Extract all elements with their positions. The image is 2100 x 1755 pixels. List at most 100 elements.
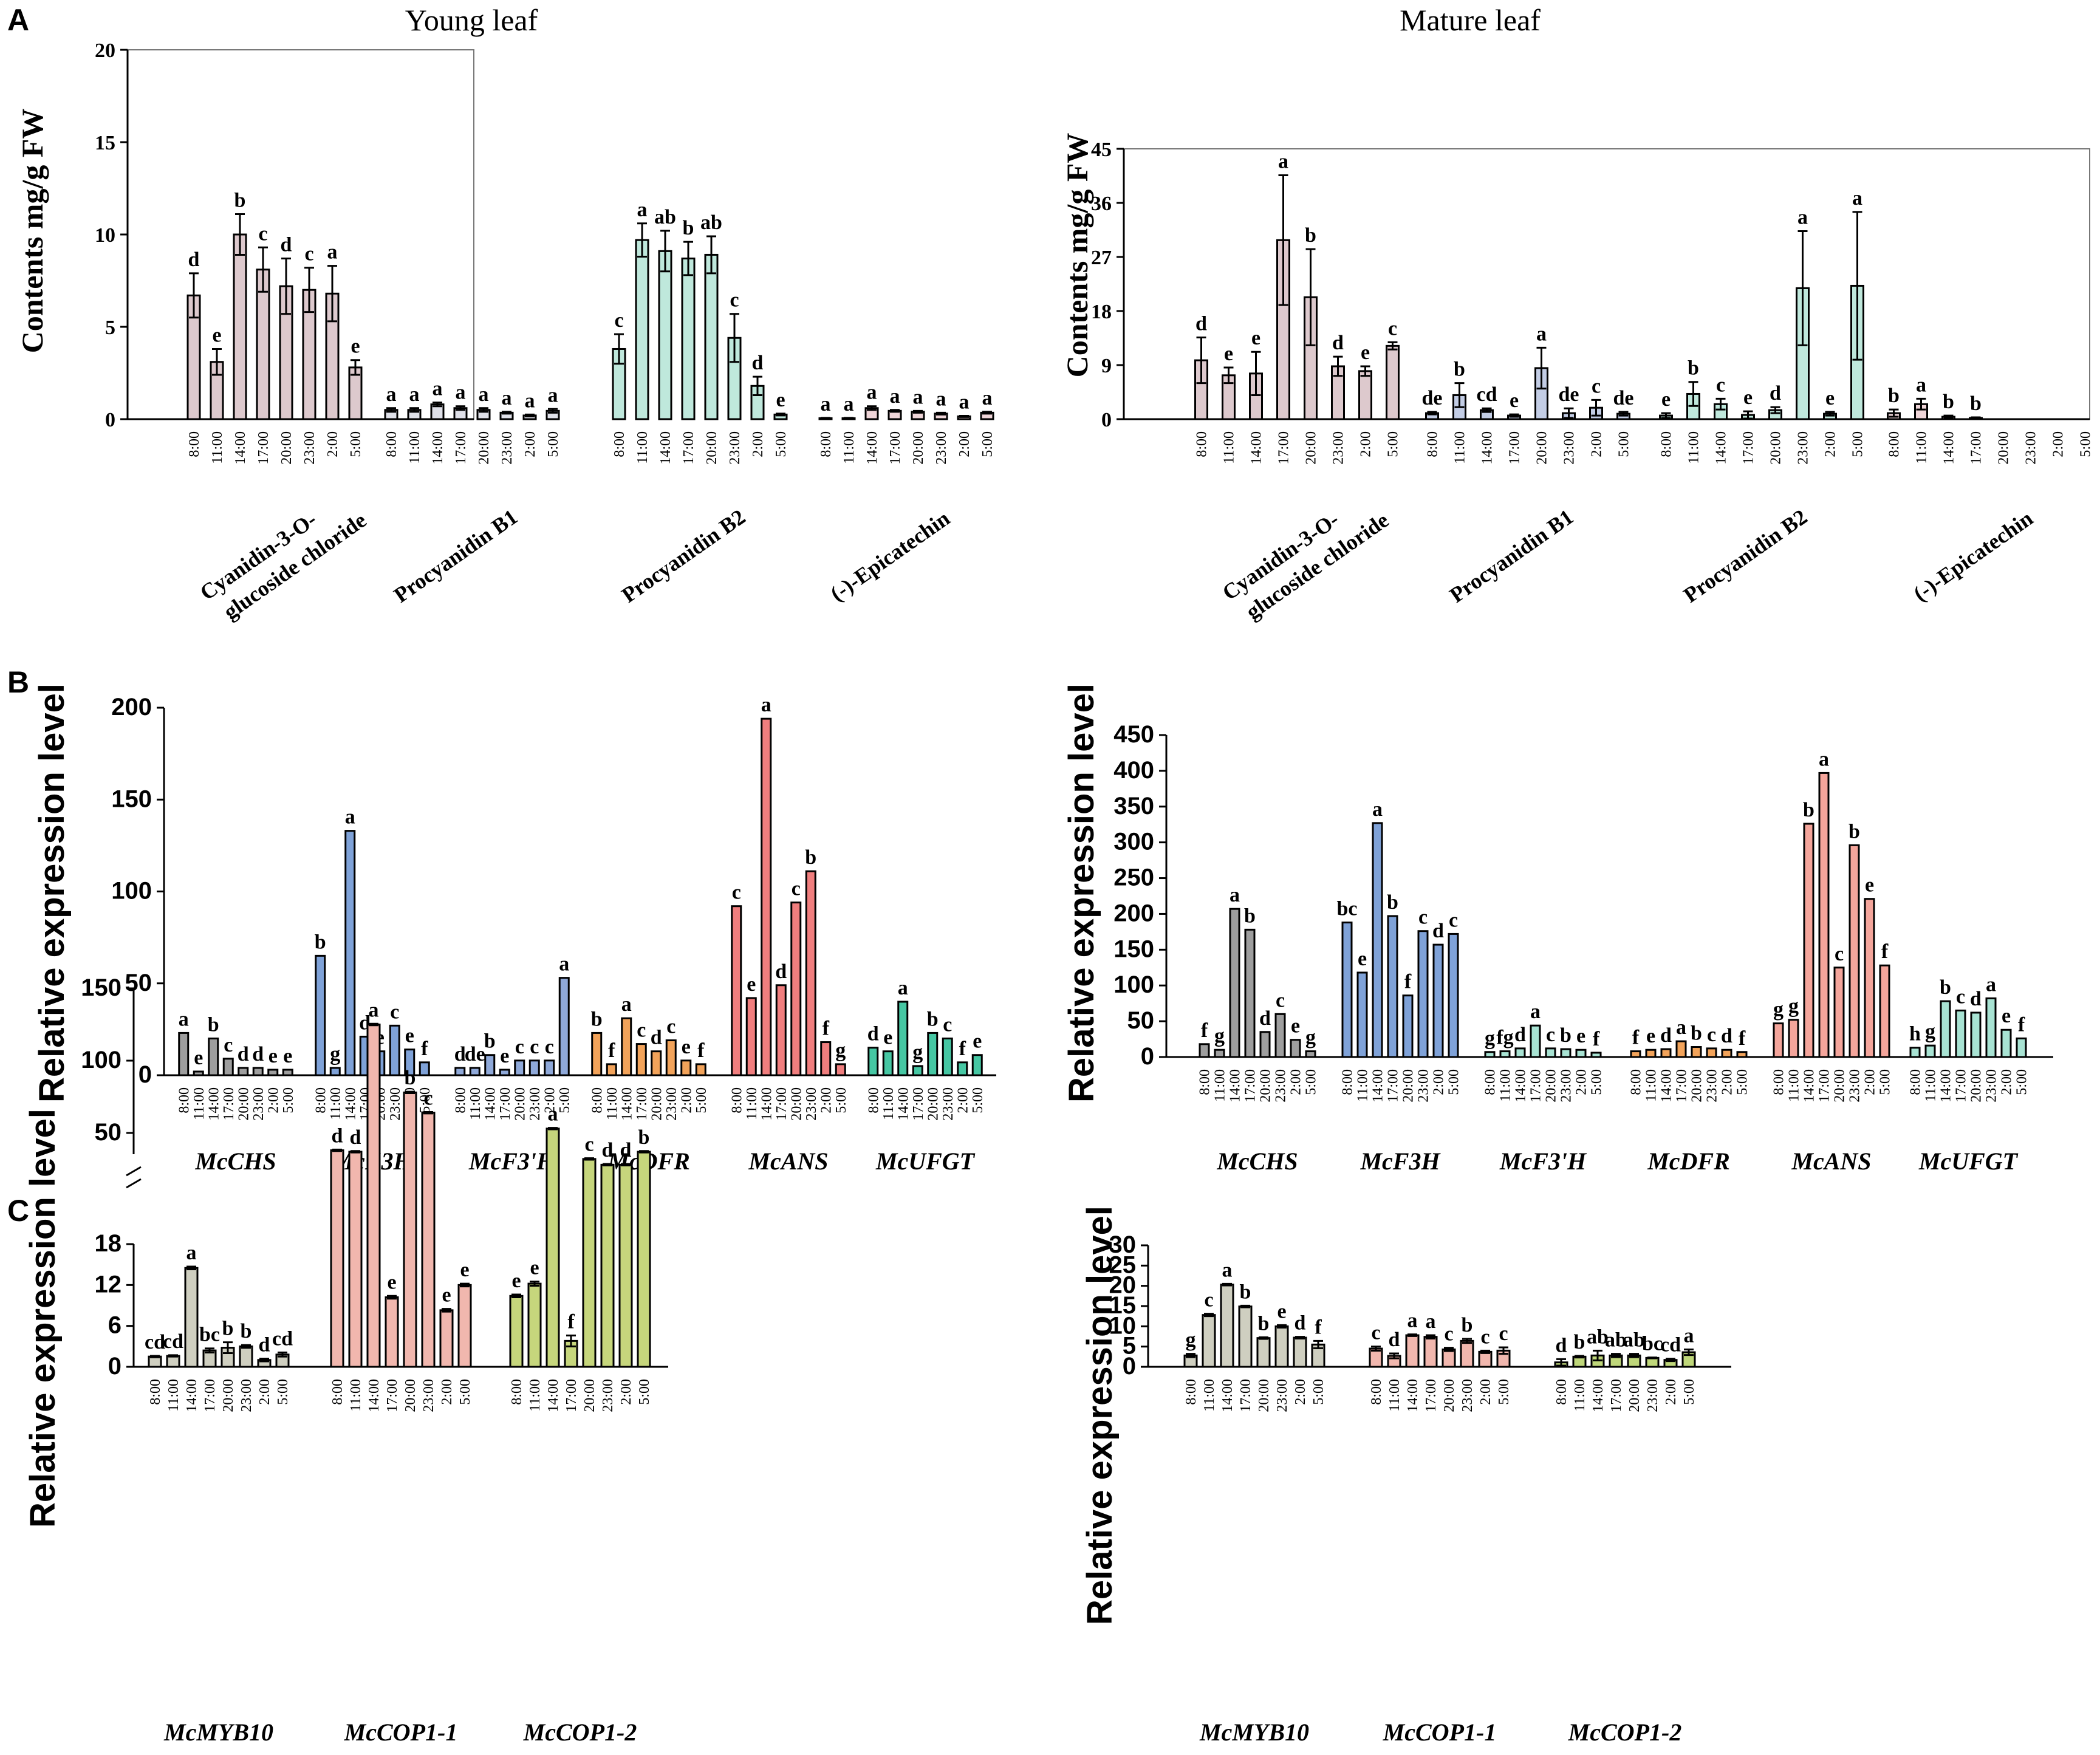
time-label: 23:00 [499, 431, 515, 465]
time-label: 17:00 [453, 431, 469, 465]
significance-letter: g [1788, 995, 1799, 1018]
bar [514, 1059, 525, 1076]
bar [1293, 1336, 1307, 1368]
error-bar [1371, 1346, 1381, 1352]
bar [1849, 844, 1860, 1058]
time-label: 23:00 [600, 1379, 616, 1412]
error-bar [530, 1281, 539, 1287]
panel-label-b: B [7, 665, 29, 699]
bar [651, 1050, 662, 1076]
bar [282, 1069, 293, 1076]
significance-letter: f [823, 1018, 830, 1040]
bar [403, 1091, 417, 1368]
significance-letter: a [369, 999, 379, 1021]
gene-label: McF3'H [468, 1148, 556, 1175]
y-tick-label: 20 [1109, 1272, 1137, 1299]
time-label: 2:00 [439, 1379, 455, 1405]
significance-letter: cd [163, 1330, 183, 1353]
bar [546, 1127, 560, 1368]
time-label: 20:00 [1689, 1069, 1705, 1103]
time-label: 14:00 [895, 1087, 911, 1121]
time-label: 20:00 [512, 1087, 528, 1121]
time-label: 11:00 [1572, 1379, 1588, 1412]
error-bar [867, 405, 877, 411]
time-label: 11:00 [604, 1087, 620, 1120]
error-bar [584, 1157, 594, 1161]
y-tick-label: 12 [95, 1271, 122, 1298]
time-label: 11:00 [407, 431, 423, 464]
time-label: 23:00 [1331, 431, 1347, 465]
time-label: 11:00 [1914, 431, 1930, 464]
chart-c-young: Relative expression level 0 6 12 18 50 100 150 c… [23, 974, 668, 1746]
time-label: 2:00 [1589, 431, 1605, 457]
error-bar [1295, 1336, 1305, 1339]
bar [1372, 822, 1383, 1058]
time-label: 2:00 [1478, 1379, 1494, 1405]
y-tick-label: 50 [1127, 1007, 1155, 1034]
error-bar [1591, 399, 1601, 417]
time-label: 17:00 [1507, 431, 1523, 465]
significance-letter: b [1888, 385, 1900, 407]
error-bar [1389, 1352, 1399, 1360]
error-bar [525, 413, 535, 417]
error-bar [1407, 1333, 1417, 1337]
time-label: 23:00 [1274, 1379, 1290, 1412]
time-label: 23:00 [1796, 431, 1811, 465]
time-label: 8:00 [176, 1087, 192, 1114]
bar [499, 1069, 510, 1076]
significance-letter: f [1593, 1028, 1600, 1050]
significance-letter: ab [1623, 1329, 1645, 1352]
time-label: 23:00 [527, 1087, 543, 1121]
error-bar [548, 1127, 558, 1131]
bar [1530, 1024, 1541, 1058]
bar [509, 1295, 524, 1368]
error-bar [223, 1341, 233, 1355]
significance-letter: b [1240, 1281, 1251, 1303]
bar [315, 954, 326, 1076]
time-label: 8:00 [330, 1379, 346, 1405]
bar [695, 1063, 706, 1076]
significance-letter: b [927, 1008, 939, 1030]
bar [1274, 1325, 1289, 1368]
bar [419, 1061, 430, 1076]
group-label: Cyanidin-3-O-glucoside chloride [1218, 484, 1393, 629]
time-label: 2:00 [257, 1379, 273, 1405]
y-axis-label: Relative expression level [1062, 683, 1101, 1103]
bar [166, 1355, 180, 1368]
significance-letter: e [1251, 327, 1260, 349]
significance-letter: e [194, 1047, 203, 1069]
gene-label: McMYB10 [1199, 1719, 1309, 1746]
time-label: 17:00 [681, 431, 697, 465]
significance-letter: d [1514, 1024, 1526, 1046]
error-bar [566, 1334, 576, 1347]
significance-letter: d [281, 234, 292, 256]
bar [1484, 1051, 1496, 1058]
significance-letter: c [1707, 1024, 1716, 1046]
significance-letter: e [405, 1025, 414, 1047]
time-label: 23:00 [1645, 1379, 1661, 1412]
time-label: 8:00 [1771, 1069, 1787, 1095]
time-label: 8:00 [1659, 431, 1675, 457]
bar [239, 1345, 253, 1368]
time-label: 2:00 [542, 1087, 558, 1114]
bar [775, 984, 787, 1076]
significance-letter: e [747, 973, 756, 996]
time-label: 8:00 [1369, 1379, 1384, 1405]
significance-letter: a [559, 953, 569, 976]
time-label: 14:00 [343, 1087, 358, 1121]
significance-letter: de [1613, 387, 1634, 409]
significance-letter: c [1444, 1323, 1453, 1346]
bar [558, 977, 570, 1076]
bar [835, 1063, 846, 1076]
bar [1514, 1047, 1526, 1058]
bar [1970, 1011, 1982, 1058]
significance-letter: b [1803, 799, 1814, 821]
bar [1229, 908, 1240, 1058]
bar [1478, 1350, 1493, 1368]
group-label-line: Procyanidin B1 [389, 504, 522, 607]
y-tick-label: 50 [95, 1119, 122, 1146]
error-bar [1629, 1353, 1639, 1358]
time-label: 17:00 [888, 431, 903, 465]
significance-letter: a [844, 393, 854, 416]
